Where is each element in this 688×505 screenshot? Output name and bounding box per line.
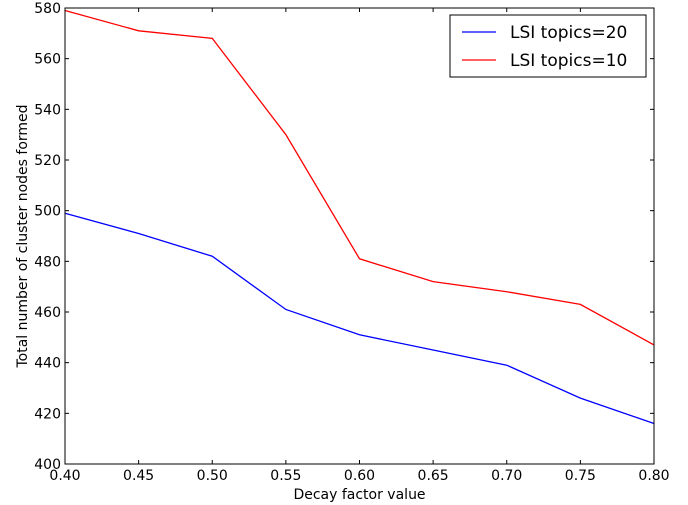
x-tick-label: 0.60 <box>344 468 375 484</box>
y-tick-label: 540 <box>34 102 61 118</box>
series-layer <box>64 9 655 425</box>
legend-label-1: LSI topics=20 <box>510 23 627 43</box>
y-tick-label: 400 <box>34 457 61 473</box>
y-tick-label: 480 <box>34 254 61 270</box>
y-axis-label: Total number of cluster nodes formed <box>15 104 31 368</box>
series-line-1 <box>64 212 655 425</box>
legend: LSI topics=20 LSI topics=10 <box>449 14 647 78</box>
y-tick-label: 440 <box>34 356 61 372</box>
x-tick-label: 0.40 <box>49 468 80 484</box>
y-tick-label: 460 <box>34 305 61 321</box>
x-tick-label: 0.70 <box>491 468 522 484</box>
legend-box <box>449 14 647 78</box>
x-tick-label: 0.55 <box>270 468 301 484</box>
x-tick-label: 0.75 <box>565 468 596 484</box>
x-tick-label: 0.50 <box>197 468 228 484</box>
series-line-2 <box>64 9 655 346</box>
x-tick-label: 0.80 <box>638 468 669 484</box>
y-tick-label: 580 <box>34 1 61 17</box>
y-tick-label: 500 <box>34 204 61 220</box>
x-axis-label: Decay factor value <box>293 487 425 503</box>
ticks-layer: 0.40 0.45 0.50 0.55 0.60 0.65 0.70 0.75 0.80 400 4… <box>34 1 669 484</box>
y-tick-label: 560 <box>34 52 61 68</box>
legend-label-2: LSI topics=10 <box>510 51 627 71</box>
y-tick-label: 420 <box>34 406 61 422</box>
y-tick-label: 520 <box>34 153 61 169</box>
x-tick-label: 0.45 <box>123 468 154 484</box>
x-tick-label: 0.65 <box>418 468 449 484</box>
